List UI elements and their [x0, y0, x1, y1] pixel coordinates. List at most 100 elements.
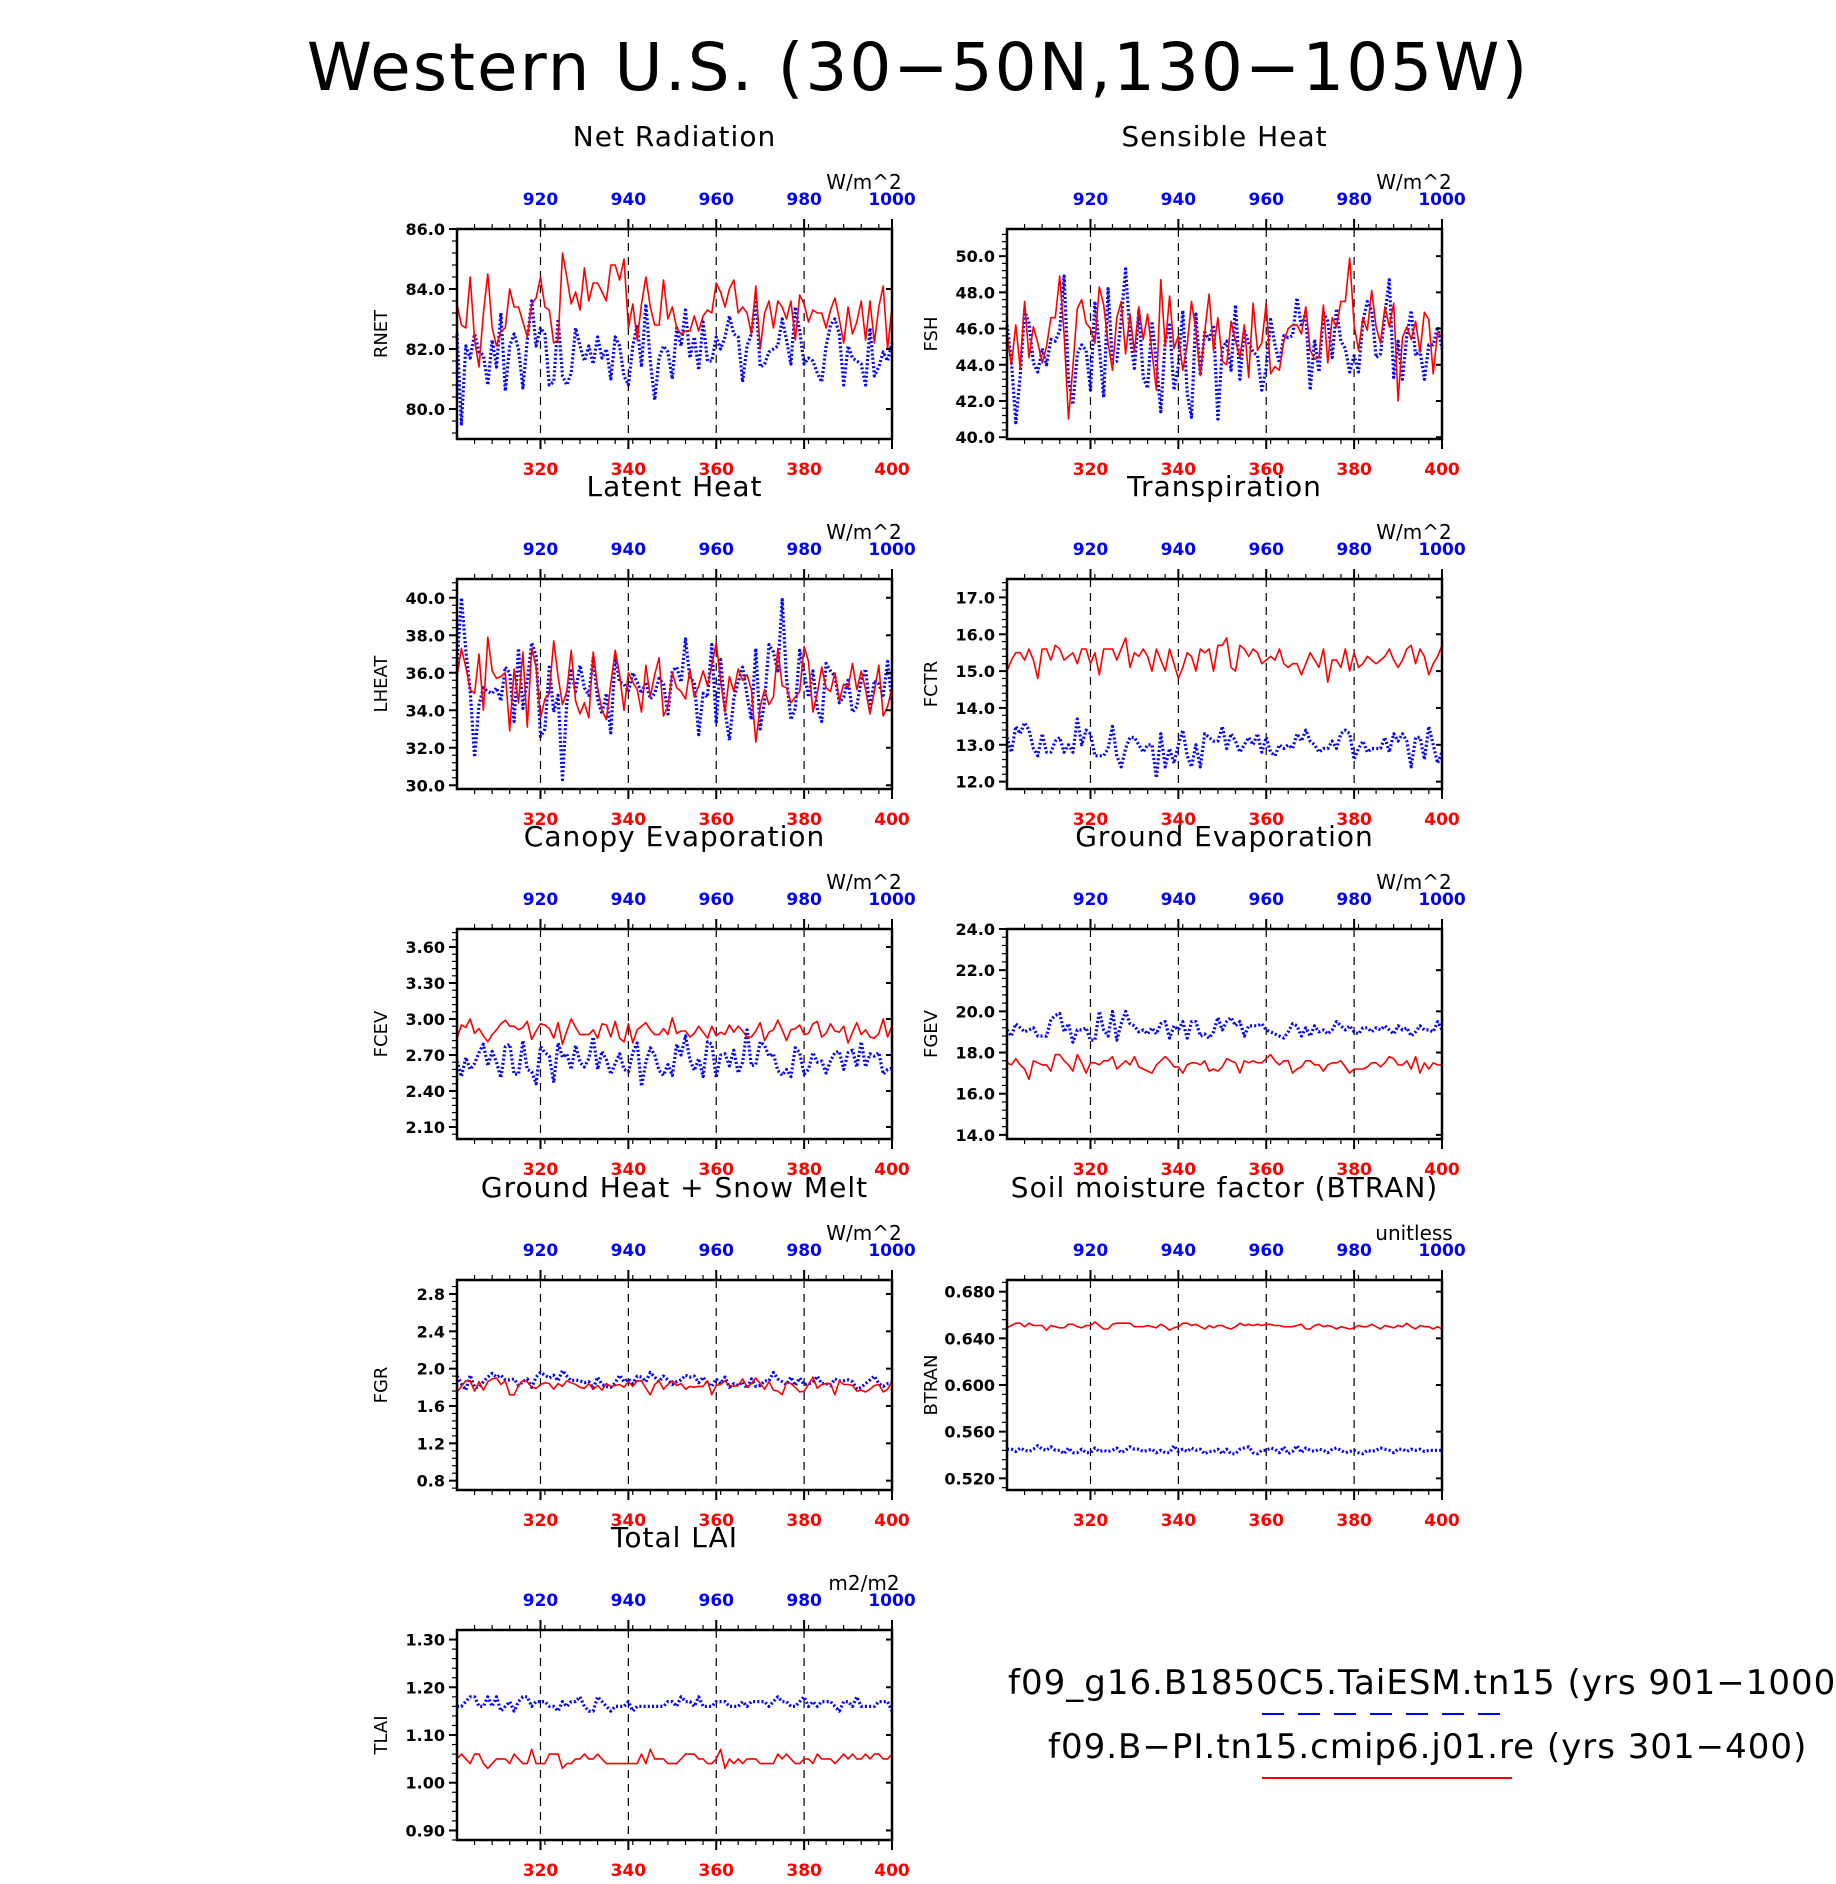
y-tick-label: 34.0: [406, 701, 445, 720]
x-tick-label-bottom: 360: [698, 1511, 734, 1531]
x-tick-label-top: 940: [611, 890, 647, 910]
y-axis-label: FGEV: [921, 1009, 942, 1058]
y-tick-label: 16.0: [956, 625, 995, 644]
x-tick-label-bottom: 400: [1424, 1511, 1460, 1531]
legend: f09_g16.B1850C5.TaiESM.tn15 (yrs 901−100…: [1008, 1663, 1836, 1779]
x-tick-label-bottom: 380: [786, 460, 822, 480]
plot-frame: [1005, 927, 1444, 1141]
x-tick-label-bottom: 320: [523, 460, 559, 480]
x-tick-label-top: 1000: [868, 1591, 915, 1611]
y-tick-label: 80.0: [406, 400, 445, 419]
y-axis-label: FSH: [921, 317, 942, 352]
chart-panel-1: Sensible Heat W/m^2 FSH 50.0 48.0 46.0 44.0 42.…: [921, 120, 1466, 480]
plot-frame: [1005, 227, 1444, 441]
y-axis-label: LHEAT: [371, 655, 392, 713]
chart-panel-2: Latent Heat W/m^2 LHEAT 40.0 38.0 36.0 34.0 32.…: [371, 470, 916, 830]
plot-frame: [455, 577, 894, 791]
y-tick-label: 17.0: [956, 588, 995, 607]
y-tick-label: 82.0: [406, 340, 445, 359]
series-line-blue: [455, 296, 894, 426]
chart-panel-0: Net Radiation W/m^2 RNET 86.0 84.0 82.0 80.0 32…: [371, 120, 916, 480]
x-tick-label-bottom: 400: [874, 810, 910, 830]
plot-frame: [455, 1278, 894, 1492]
series-line-blue: [455, 1368, 893, 1392]
plot-frame: [455, 927, 894, 1141]
y-tick-label: 44.0: [956, 356, 995, 375]
units-label: W/m^2: [826, 870, 901, 894]
y-axis-label: FGR: [371, 1367, 392, 1404]
x-tick-label-bottom: 340: [1161, 1160, 1197, 1180]
y-tick-label: 50.0: [956, 247, 995, 266]
x-tick-label-top: 980: [1336, 540, 1372, 560]
x-tick-label-top: 920: [523, 1591, 559, 1611]
x-tick-label-bottom: 320: [1073, 1511, 1109, 1531]
series-line-blue: [457, 1695, 894, 1713]
x-tick-label-bottom: 400: [874, 1861, 910, 1881]
x-tick-label-top: 960: [698, 890, 734, 910]
x-tick-label-bottom: 340: [1161, 460, 1197, 480]
y-tick-label: 0.520: [944, 1469, 995, 1488]
x-tick-label-top: 940: [1161, 190, 1197, 210]
x-tick-label-bottom: 320: [523, 1861, 559, 1881]
units-label: W/m^2: [1376, 170, 1451, 194]
x-tick-label-bottom: 380: [786, 810, 822, 830]
x-tick-label-bottom: 400: [1424, 810, 1460, 830]
series-line-blue: [1005, 717, 1444, 780]
x-tick-label-top: 940: [1161, 890, 1197, 910]
x-tick-label-top: 940: [611, 1241, 647, 1261]
series-line-red: [1006, 637, 1443, 684]
x-tick-label-bottom: 320: [523, 810, 559, 830]
units-label: unitless: [1375, 1221, 1452, 1245]
x-tick-label-top: 920: [523, 890, 559, 910]
series-line-blue: [455, 1028, 893, 1088]
y-tick-label: 46.0: [956, 320, 995, 339]
x-tick-label-bottom: 380: [786, 1511, 822, 1531]
x-tick-label-top: 960: [1248, 890, 1284, 910]
legend-label-2: f09.B−PI.tn15.cmip6.j01.re (yrs 301−400): [1048, 1727, 1807, 1767]
series-line-red: [1006, 1053, 1442, 1081]
x-tick-label-bottom: 340: [1161, 1511, 1197, 1531]
x-tick-label-bottom: 360: [1248, 1160, 1284, 1180]
y-tick-label: 14.0: [956, 699, 995, 718]
y-axis-label: BTRAN: [921, 1355, 942, 1416]
x-tick-label-top: 1000: [868, 540, 915, 560]
series-line-red: [1006, 257, 1443, 420]
x-tick-label-bottom: 360: [698, 460, 734, 480]
x-tick-label-bottom: 340: [611, 810, 647, 830]
y-tick-label: 40.0: [406, 589, 445, 608]
x-tick-label-bottom: 380: [1336, 810, 1372, 830]
x-tick-label-top: 980: [786, 1591, 822, 1611]
x-tick-label-top: 920: [523, 540, 559, 560]
x-tick-label-bottom: 400: [874, 1160, 910, 1180]
x-tick-label-bottom: 320: [1073, 1160, 1109, 1180]
y-tick-label: 40.0: [956, 428, 995, 447]
x-tick-label-top: 960: [698, 1591, 734, 1611]
x-tick-label-top: 960: [698, 540, 734, 560]
series-line-red: [456, 1016, 893, 1045]
series-line-red: [1006, 1321, 1443, 1331]
y-tick-label: 13.0: [956, 736, 995, 755]
panel-title: Total LAI: [610, 1521, 738, 1554]
plot-frame: [455, 1628, 894, 1842]
y-tick-label: 0.600: [944, 1376, 995, 1395]
y-tick-label: 3.00: [406, 1010, 445, 1029]
x-tick-label-top: 960: [1248, 540, 1284, 560]
x-tick-label-top: 980: [786, 540, 822, 560]
y-axis-label: FCTR: [921, 661, 942, 707]
y-tick-label: 14.0: [956, 1126, 995, 1145]
y-tick-label: 1.20: [406, 1678, 445, 1697]
x-tick-label-top: 940: [611, 1591, 647, 1611]
x-tick-label-top: 960: [1248, 190, 1284, 210]
y-tick-label: 0.680: [944, 1283, 995, 1302]
x-tick-label-bottom: 360: [698, 810, 734, 830]
y-tick-label: 30.0: [406, 776, 445, 795]
x-tick-label-bottom: 400: [1424, 1160, 1460, 1180]
units-label: m2/m2: [828, 1571, 899, 1595]
x-tick-label-bottom: 400: [1424, 460, 1460, 480]
x-tick-label-bottom: 340: [611, 1861, 647, 1881]
chart-panel-7: Soil moisture factor (BTRAN) unitless BTRA…: [921, 1171, 1466, 1531]
x-tick-label-top: 980: [1336, 1241, 1372, 1261]
x-tick-label-bottom: 320: [523, 1160, 559, 1180]
